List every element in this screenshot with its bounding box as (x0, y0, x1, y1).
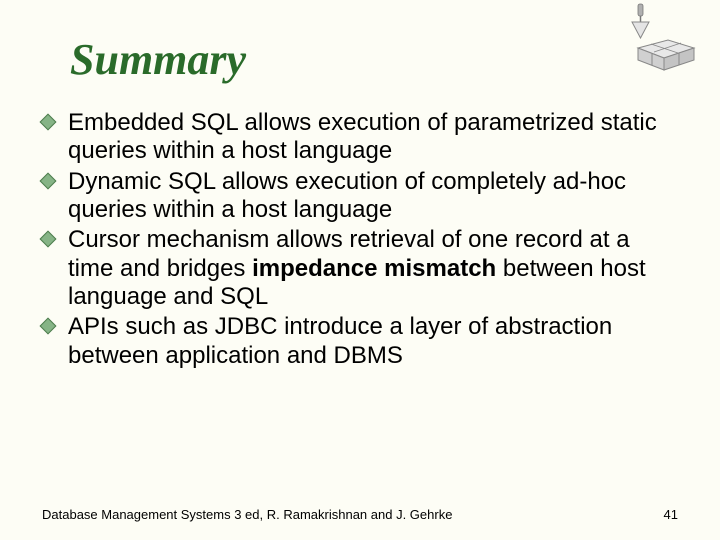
bullet-list: Embedded SQL allows execution of paramet… (42, 109, 678, 370)
bullet-text-bold: impedance mismatch (252, 255, 496, 282)
bullet-diamond-icon (40, 231, 57, 248)
footer-left: Database Management Systems 3 ed, R. Ram… (42, 507, 452, 522)
slide: Summary Embedded SQL allows execution of… (0, 0, 720, 540)
bullet-text-pre: APIs such as JDBC introduce a layer of a… (68, 313, 612, 368)
page-number: 41 (664, 507, 678, 522)
bullet-text-pre: Embedded SQL allows execution of paramet… (68, 109, 657, 164)
bullet-diamond-icon (40, 114, 57, 131)
footer: Database Management Systems 3 ed, R. Ram… (42, 507, 678, 522)
page-title: Summary (70, 34, 678, 85)
bullet-text-pre: Dynamic SQL allows execution of complete… (68, 168, 626, 223)
bullet-diamond-icon (40, 318, 57, 335)
list-item: Cursor mechanism allows retrieval of one… (42, 226, 678, 311)
list-item: Dynamic SQL allows execution of complete… (42, 168, 678, 225)
list-item: APIs such as JDBC introduce a layer of a… (42, 313, 678, 370)
bullet-diamond-icon (40, 172, 57, 189)
list-item: Embedded SQL allows execution of paramet… (42, 109, 678, 166)
construction-bricks-icon (610, 2, 700, 72)
